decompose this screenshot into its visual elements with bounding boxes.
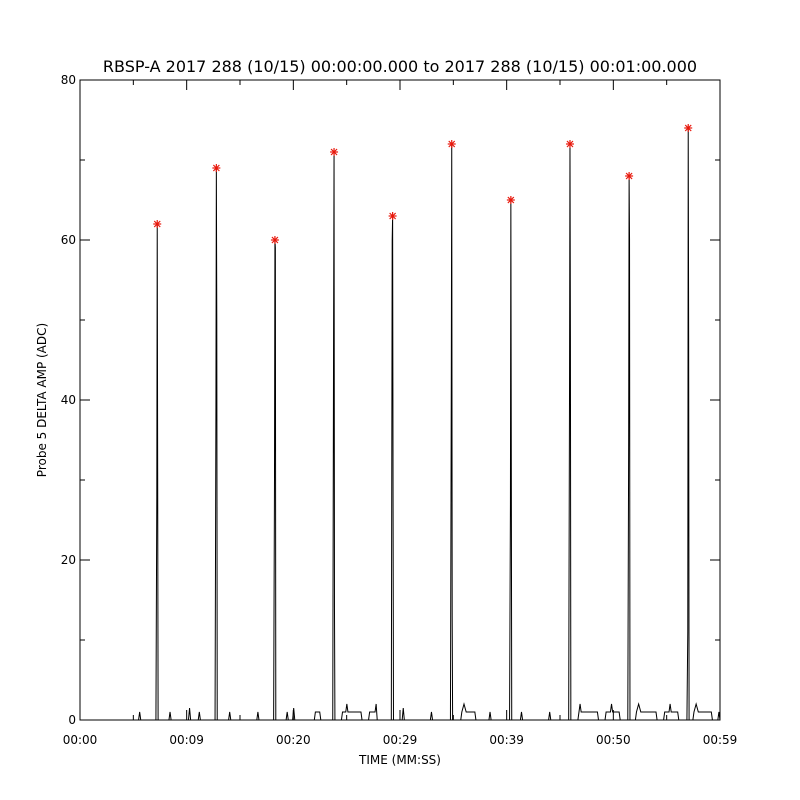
- y-tick-label: 60: [61, 233, 76, 247]
- plot-frame: [79, 79, 721, 721]
- y-axis: 0 20 40 60 80: [61, 73, 720, 727]
- peak-markers: [153, 124, 693, 244]
- x-axis: 00:00 00:09 00:20 00:29 00:39 00:50 00:59: [63, 80, 738, 747]
- x-tick-label: 00:50: [596, 733, 631, 747]
- x-tick-label: 00:20: [276, 733, 311, 747]
- peak-marker: [625, 172, 634, 180]
- x-tick-label: 00:29: [383, 733, 418, 747]
- x-tick-label: 00:39: [489, 733, 524, 747]
- peak-marker: [506, 196, 515, 204]
- peak-marker: [153, 220, 162, 228]
- peak-marker: [565, 140, 574, 148]
- x-tick-label: 00:59: [703, 733, 738, 747]
- x-tick-label: 00:09: [169, 733, 204, 747]
- y-tick-label: 80: [61, 73, 76, 87]
- chart-title: RBSP-A 2017 288 (10/15) 00:00:00.000 to …: [103, 57, 697, 76]
- peak-marker: [684, 124, 693, 132]
- y-tick-label: 0: [68, 713, 76, 727]
- series-line: [80, 127, 721, 721]
- peak-marker: [447, 140, 456, 148]
- peak-marker: [330, 148, 339, 156]
- y-tick-label: 40: [61, 393, 76, 407]
- x-axis-label: TIME (MM:SS): [358, 753, 441, 767]
- x-tick-label: 00:00: [63, 733, 98, 747]
- peak-marker: [388, 212, 397, 220]
- y-axis-label: Probe 5 DELTA AMP (ADC): [35, 323, 49, 477]
- y-tick-label: 20: [61, 553, 76, 567]
- peak-marker: [212, 164, 221, 172]
- peak-marker: [270, 236, 279, 244]
